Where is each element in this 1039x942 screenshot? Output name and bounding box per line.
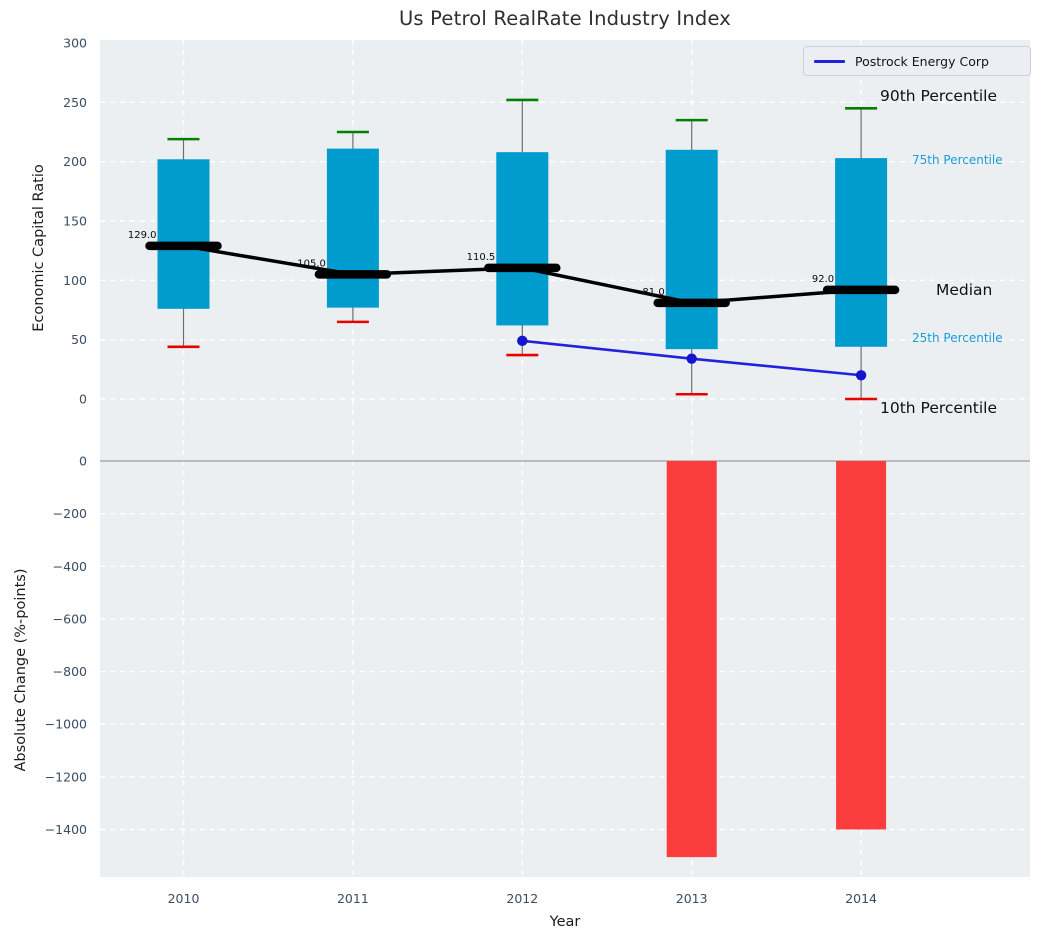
x-axis-label: Year <box>549 914 581 930</box>
median-value-label-2013: 81.0 <box>642 287 664 298</box>
legend-line-sample <box>814 59 845 63</box>
change-bars <box>666 461 887 858</box>
iqr-box-2013 <box>665 149 718 350</box>
ytick-bottom--200: −200 <box>53 506 87 521</box>
xtick-2013: 2013 <box>676 891 708 906</box>
bar-2014 <box>836 461 887 830</box>
bar-2013 <box>666 461 717 858</box>
annotation-10th-percentile: 10th Percentile <box>880 399 998 417</box>
xtick-2012: 2012 <box>506 891 538 906</box>
median-value-label-2011: 105.0 <box>297 258 326 269</box>
xtick-2014: 2014 <box>845 891 877 906</box>
ytick-bottom--400: −400 <box>53 559 87 574</box>
company-marker-2012 <box>517 335 528 347</box>
ytick-top-100: 100 <box>63 273 87 288</box>
ytick-bottom--1400: −1400 <box>45 822 87 837</box>
ytick-bottom--800: −800 <box>53 664 87 679</box>
tick-labels: 300 250 200 150 100 50 0 0 −200 −400 −600 −800 −1000… <box>45 35 877 906</box>
annotation-25th-percentile: 25th Percentile <box>912 331 1003 345</box>
ytick-bottom--600: −600 <box>53 611 87 626</box>
gridlines <box>100 40 1030 877</box>
median-series: 129.0 105.0 110.5 81.0 92.0 <box>128 230 900 308</box>
annotation-75th-percentile: 75th Percentile <box>912 153 1003 167</box>
median-value-label-2012: 110.5 <box>467 252 496 263</box>
y-axis-label-top: Economic Capital Ratio <box>31 164 47 332</box>
iqr-box-2012 <box>496 152 549 326</box>
company-marker-2014 <box>855 370 867 381</box>
iqr-box-2014 <box>835 158 888 347</box>
median-value-label-2010: 129.0 <box>128 230 157 241</box>
percentile-boxes <box>157 98 888 401</box>
ytick-top-150: 150 <box>63 213 87 228</box>
company-marker-2013 <box>686 353 697 364</box>
xtick-2011: 2011 <box>337 891 369 906</box>
ytick-top-300: 300 <box>63 35 87 50</box>
ytick-top-250: 250 <box>63 95 87 110</box>
xtick-2010: 2010 <box>168 891 200 906</box>
ytick-bottom--1200: −1200 <box>45 769 87 784</box>
iqr-box-2011 <box>326 148 379 308</box>
ytick-top-200: 200 <box>63 154 87 169</box>
ytick-top-0: 0 <box>79 392 87 407</box>
median-value-label-2014: 92.0 <box>812 274 834 285</box>
ytick-bottom-0: 0 <box>79 454 87 469</box>
company-series <box>517 335 867 381</box>
y-axis-label-bottom: Absolute Change (%-points) <box>13 568 29 772</box>
legend-label: Postrock Energy Corp <box>855 53 989 69</box>
annotation-90th-percentile: 90th Percentile <box>880 87 998 105</box>
ytick-bottom--1000: −1000 <box>45 717 87 732</box>
ytick-top-50: 50 <box>71 332 87 347</box>
annotation-median: Median <box>936 281 993 299</box>
iqr-box-2010 <box>157 159 210 309</box>
legend: Postrock Energy Corp <box>803 46 1031 76</box>
chart-title: Us Petrol RealRate Industry Index <box>398 7 732 30</box>
